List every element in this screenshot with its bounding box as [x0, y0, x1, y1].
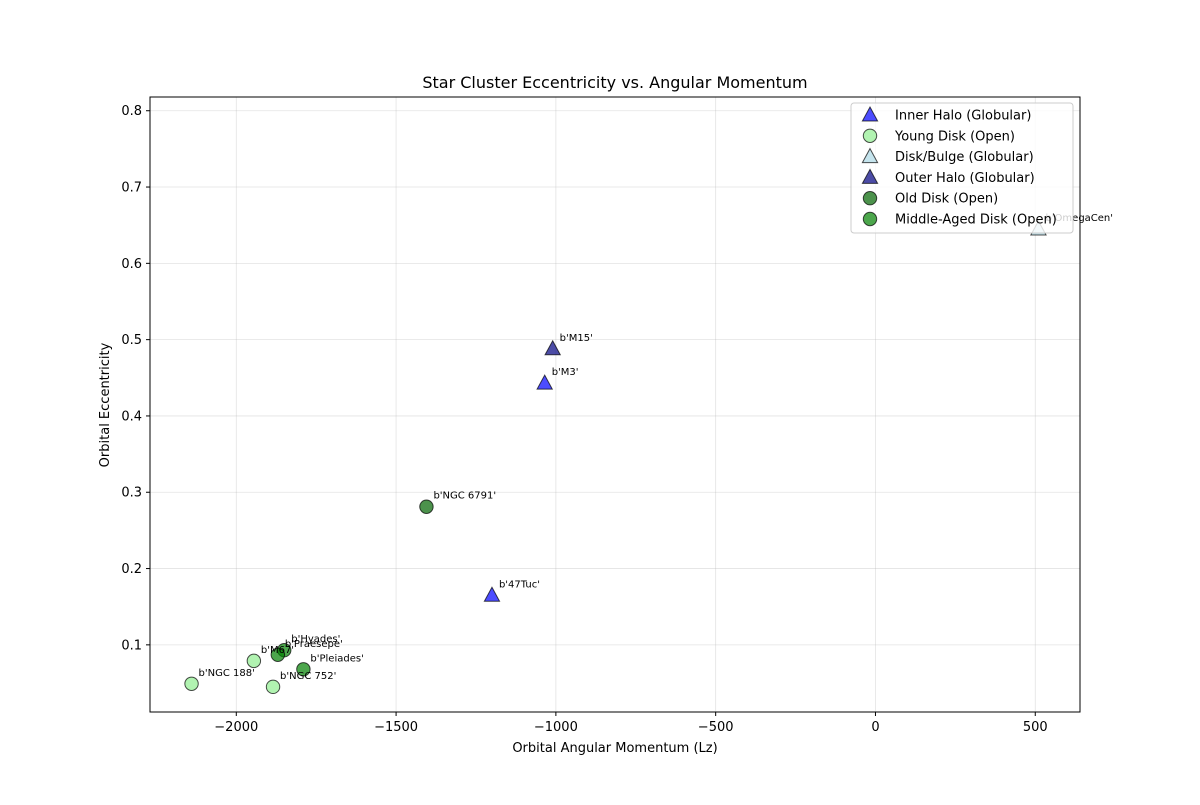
y-tick-label: 0.5	[121, 333, 142, 348]
y-tick-label: 0.7	[121, 181, 142, 196]
plot-frame	[149, 96, 1081, 713]
data-point	[544, 339, 562, 356]
y-tick-label: 0.3	[121, 486, 142, 501]
x-tick-label: 0	[871, 720, 879, 735]
data-point-label: b'Praesepe'	[285, 639, 343, 650]
chart-title: Star Cluster Eccentricity vs. Angular Mo…	[422, 73, 807, 92]
grid	[150, 97, 1080, 712]
data-point	[483, 586, 501, 602]
legend: Inner Halo (Globular) Young Disk (Open) Di…	[850, 102, 1074, 234]
x-tick-label: −1000	[534, 720, 578, 735]
data-point	[536, 374, 554, 390]
data-point	[419, 499, 434, 514]
legend-marker	[861, 168, 879, 184]
legend-box	[850, 102, 1074, 234]
legend-entry-label: Disk/Bulge (Globular)	[895, 150, 1034, 165]
legend-entry-label: Middle-Aged Disk (Open)	[895, 213, 1057, 228]
data-point-label: b'M3'	[552, 367, 579, 378]
y-axis-label: Orbital Eccentricity	[98, 342, 113, 467]
data-point-label: b'OmegaCen'	[1045, 213, 1113, 224]
data-point-label: b'NGC 188'	[199, 668, 255, 679]
legend-entry-label: Inner Halo (Globular)	[895, 109, 1031, 124]
y-tick-label: 0.2	[121, 562, 142, 577]
legend-marker	[862, 191, 878, 206]
x-tick-label: 500	[1023, 720, 1048, 735]
x-axis-ticks: −2000 −1500 −1000 −500 0 500	[214, 712, 1048, 735]
x-axis-label: Orbital Angular Momentum (Lz)	[512, 741, 717, 756]
data-point-label: b'Hyades'	[291, 634, 340, 645]
y-tick-label: 0.1	[121, 638, 142, 653]
y-tick-label: 0.6	[121, 257, 142, 272]
x-tick-label: −1500	[374, 720, 418, 735]
y-axis-ticks: 0.1 0.2 0.3 0.4 0.5 0.6 0.7 0.8	[121, 104, 150, 653]
data-point	[296, 662, 311, 677]
data-point	[265, 679, 281, 695]
data-point-label: b'M15'	[560, 333, 593, 344]
legend-marker	[862, 128, 878, 144]
legend-marker	[861, 105, 879, 122]
x-tick-label: −2000	[214, 720, 258, 735]
data-point	[270, 647, 286, 662]
data-point-label: b'47Tuc'	[499, 579, 540, 590]
data-point-label: b'M67'	[261, 645, 294, 656]
data-point-label: b'Pleiades'	[310, 653, 363, 664]
data-point	[246, 653, 262, 669]
data-point-label: b'NGC 752'	[280, 671, 336, 682]
legend-marker	[861, 147, 879, 164]
legend-marker	[862, 211, 878, 227]
data-point-label: b'NGC 6791'	[433, 491, 496, 502]
legend-entry-label: Young Disk (Open)	[894, 129, 1015, 144]
legend-entry-label: Old Disk (Open)	[895, 192, 998, 207]
y-tick-label: 0.8	[121, 104, 142, 119]
legend-entry-label: Outer Halo (Globular)	[895, 171, 1035, 186]
point-labels: b'M3' b'47Tuc' b'NGC 188' b'M67' b'NGC 752' b…	[199, 213, 1113, 682]
data-point	[184, 676, 199, 691]
x-tick-label: −500	[698, 720, 734, 735]
y-tick-label: 0.4	[121, 409, 142, 424]
